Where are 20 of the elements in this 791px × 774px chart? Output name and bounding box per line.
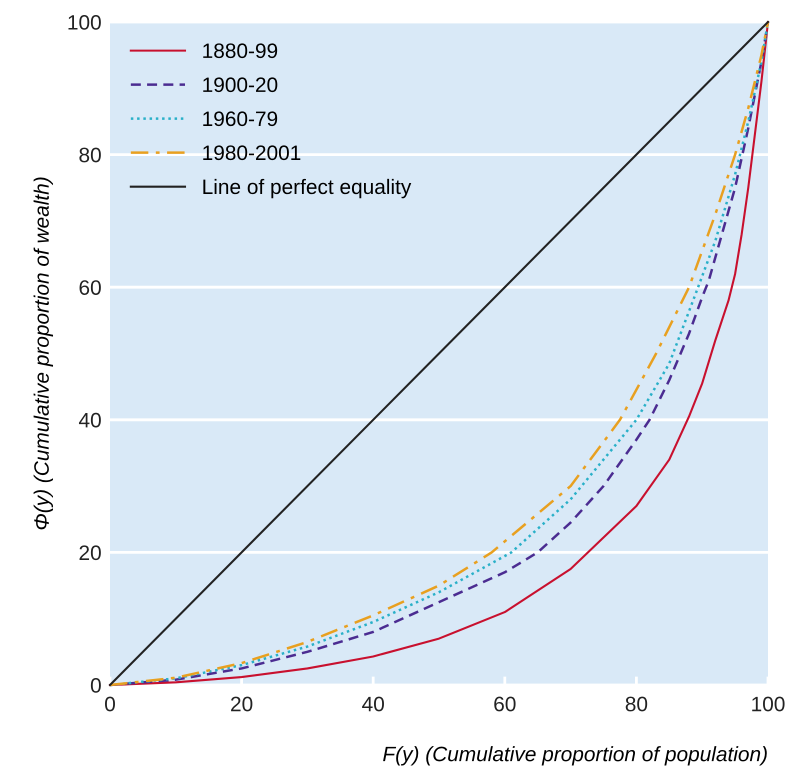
y-tick-label: 100 — [68, 15, 101, 30]
x-tick-label: 60 — [494, 696, 516, 712]
line-series — [108, 20, 770, 686]
y-axis-title: Φ(y) (Cumulative proportion of wealth) — [34, 178, 54, 530]
y-tick-label: 0 — [90, 678, 101, 693]
legend-label: 1980-2001 — [203, 145, 300, 160]
x-tick-label: 0 — [105, 696, 115, 712]
x-tick-label: 20 — [231, 696, 252, 712]
y-tick-label: 40 — [78, 412, 101, 428]
x-axis-title: F(y) (Cumulative proportion of population) — [383, 746, 767, 766]
y-tick-label: 80 — [79, 148, 101, 162]
legend-label: 1960-79 — [203, 111, 278, 126]
legend-label: Line of perfect equality — [203, 178, 412, 198]
legend-label: 1900-20 — [203, 77, 278, 92]
y-tick-label: 20 — [80, 545, 101, 560]
x-tick-label: 40 — [362, 696, 384, 712]
y-tick-label: 60 — [80, 280, 101, 295]
x-tick-label: 80 — [626, 696, 648, 712]
x-tick-label: 100 — [752, 696, 785, 712]
legend-label: 1880-99 — [203, 43, 278, 58]
